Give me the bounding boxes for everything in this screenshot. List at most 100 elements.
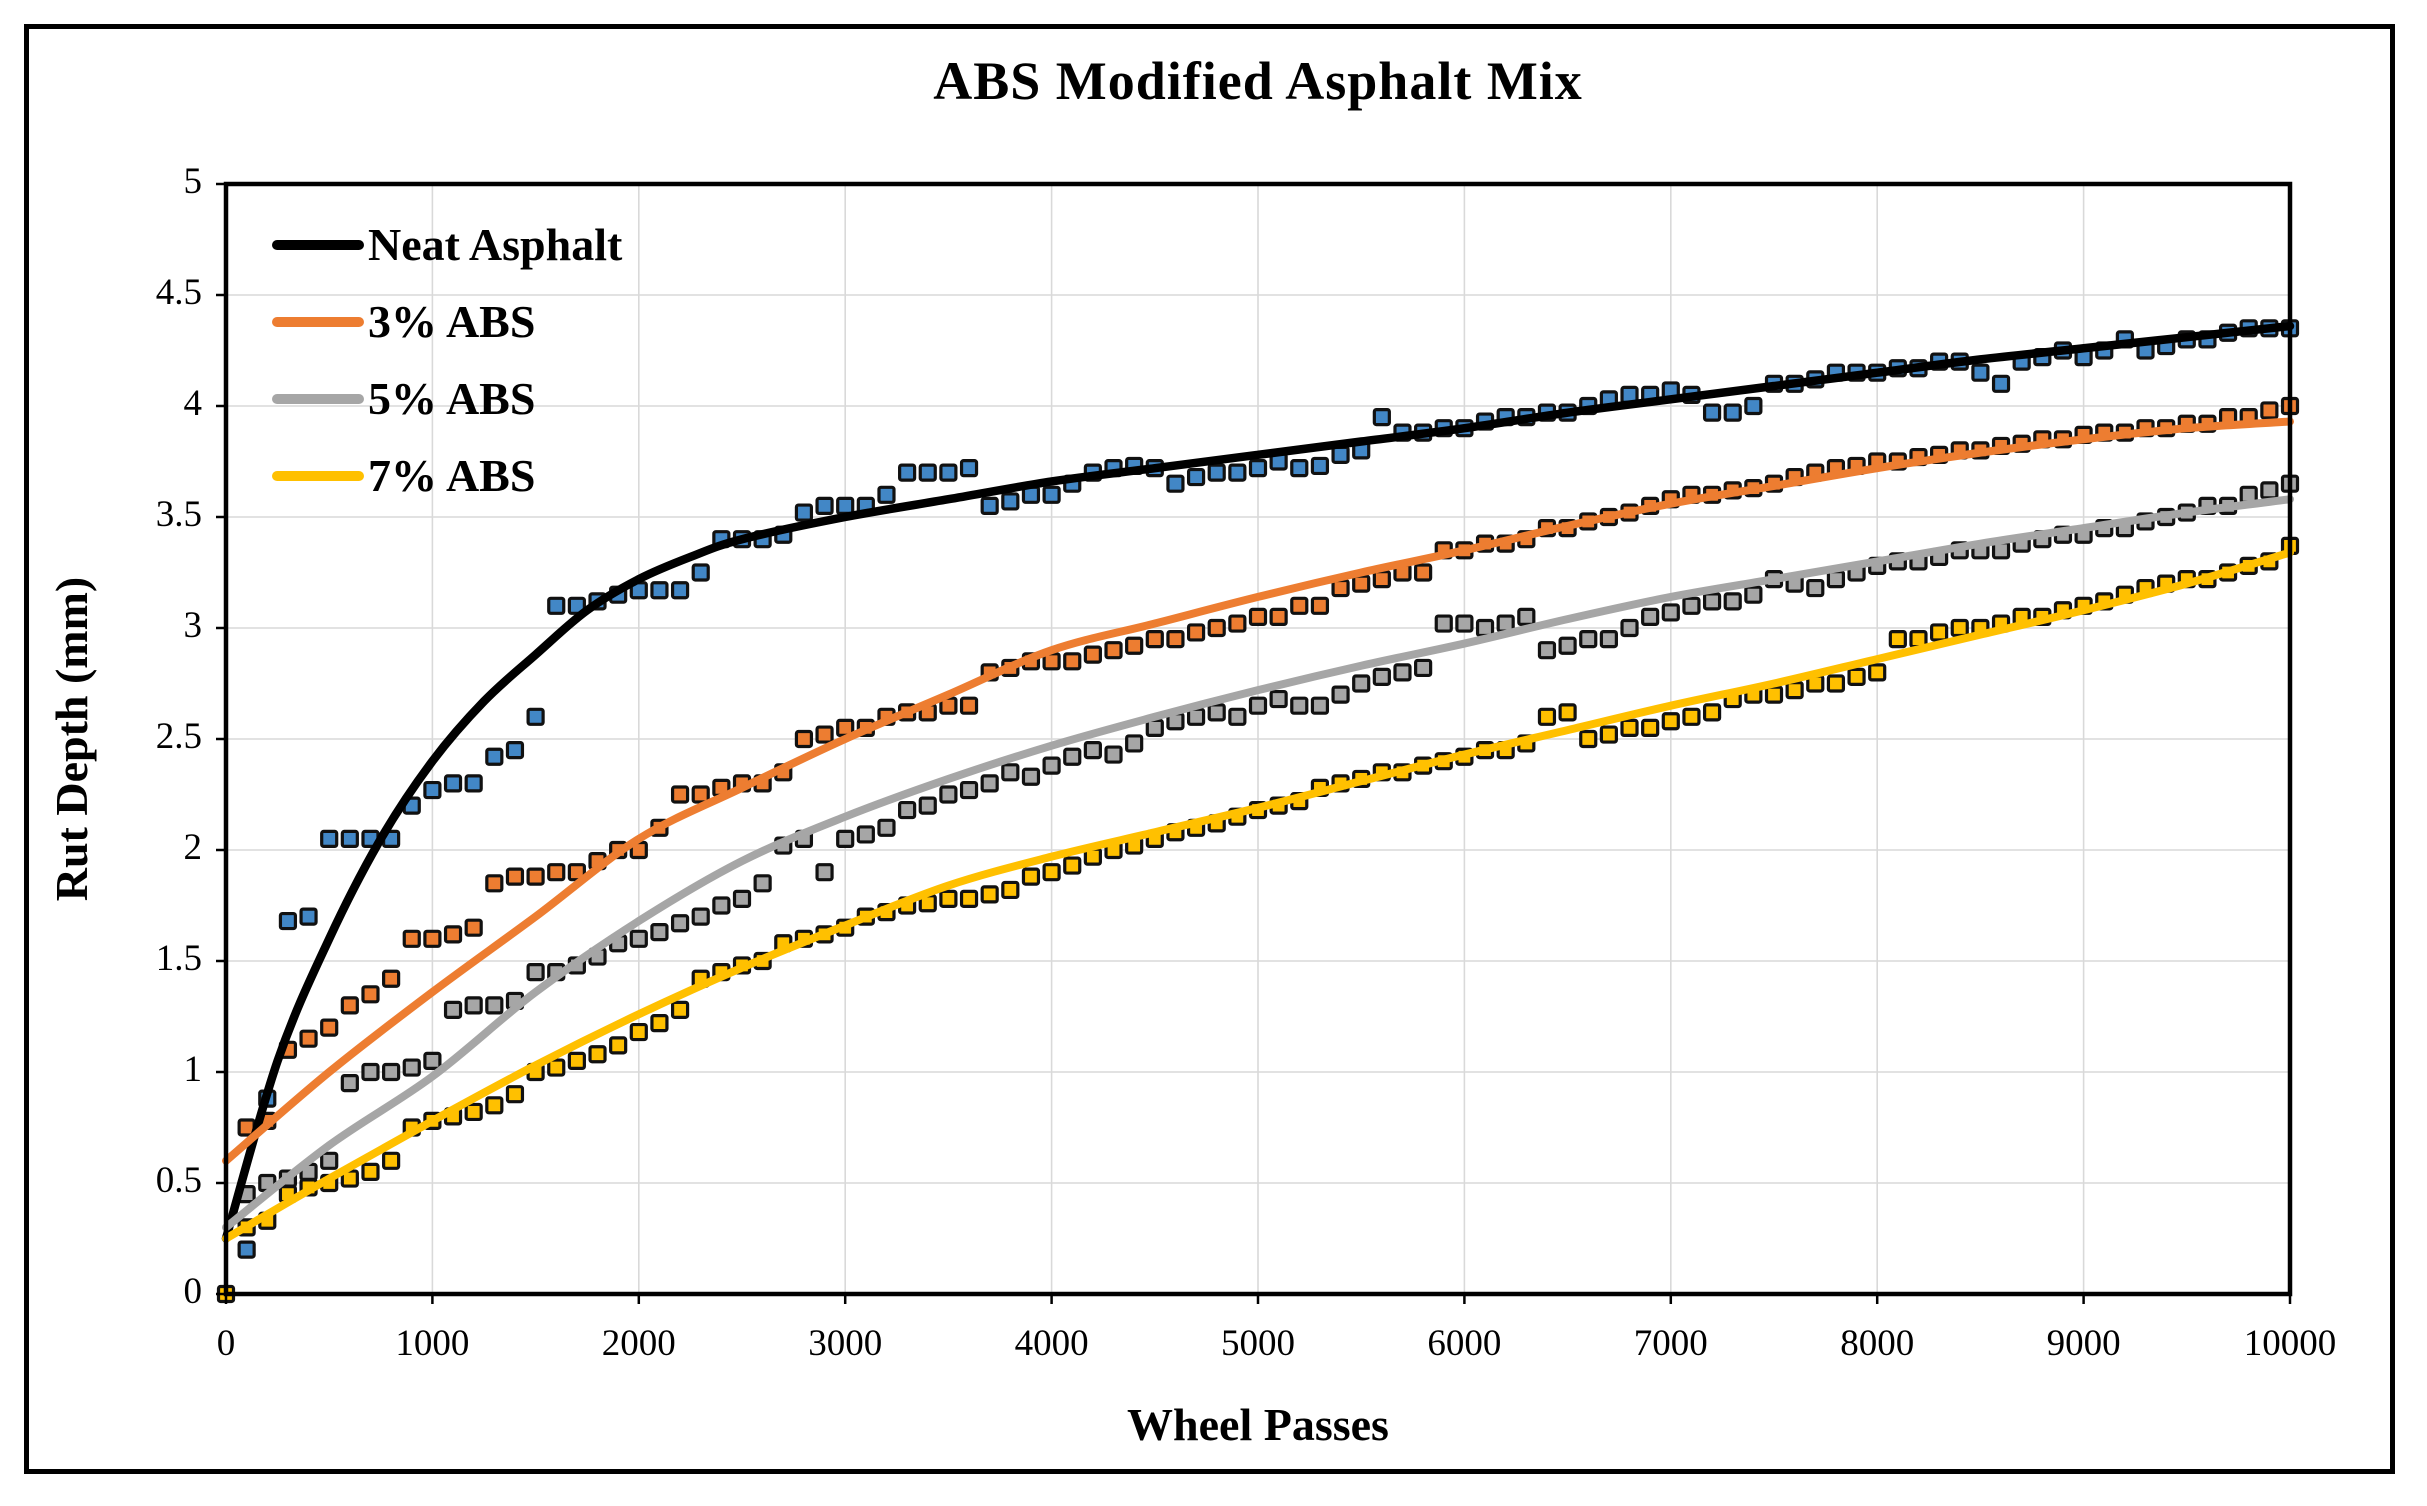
data-point-marker xyxy=(1001,880,1020,900)
data-point-marker xyxy=(1001,763,1020,782)
data-point-marker xyxy=(1517,607,1536,627)
y-tick-label: 1.5 xyxy=(155,938,202,979)
data-point-marker xyxy=(1125,636,1144,655)
data-point-marker xyxy=(1248,607,1268,627)
data-point-marker xyxy=(1083,740,1102,760)
data-point-marker xyxy=(815,496,834,515)
data-point-marker xyxy=(1579,629,1598,649)
data-point-marker xyxy=(877,485,896,504)
data-point-marker xyxy=(1207,618,1226,638)
data-point-marker xyxy=(567,1051,586,1071)
data-point-marker xyxy=(1290,596,1309,615)
data-point-marker xyxy=(856,825,875,844)
data-point-marker xyxy=(1248,696,1268,715)
data-point-marker xyxy=(299,907,318,926)
data-point-marker xyxy=(1125,734,1144,753)
data-point-marker xyxy=(485,1096,504,1115)
data-point-marker xyxy=(485,747,504,766)
data-point-marker xyxy=(691,563,710,582)
data-point-marker xyxy=(836,829,855,849)
data-point-marker xyxy=(1063,856,1082,875)
data-point-marker xyxy=(670,581,690,600)
data-point-marker xyxy=(526,707,545,726)
data-point-marker xyxy=(1269,607,1288,627)
data-point-marker xyxy=(423,1051,442,1071)
data-point-marker xyxy=(1331,578,1350,598)
data-point-marker xyxy=(1372,570,1391,589)
x-tick-label: 6000 xyxy=(1427,1323,1502,1364)
data-point-marker xyxy=(485,874,504,893)
data-point-marker xyxy=(1352,574,1371,593)
data-point-marker xyxy=(1331,685,1350,704)
data-point-marker xyxy=(237,1240,256,1259)
data-point-marker xyxy=(650,923,669,942)
data-point-marker xyxy=(1207,463,1226,482)
data-point-marker xyxy=(1414,658,1433,678)
data-point-marker xyxy=(980,774,999,793)
data-point-marker xyxy=(898,800,917,820)
data-point-marker xyxy=(1702,592,1722,611)
data-point-marker xyxy=(1826,570,1846,589)
data-point-marker xyxy=(1145,629,1164,649)
trend-line-neat-asphalt xyxy=(221,321,2295,1243)
legend: Neat Asphalt 3% ABS 5% ABS 7% ABS xyxy=(272,206,622,514)
legend-label: 7% ABS xyxy=(368,450,536,501)
data-point-marker xyxy=(1063,652,1082,671)
figure-border xyxy=(24,24,2395,1474)
y-tick-label: 3 xyxy=(183,605,203,646)
data-point-marker xyxy=(547,863,566,882)
data-point-marker xyxy=(650,1014,669,1033)
data-point-marker xyxy=(1372,667,1391,686)
data-point-marker xyxy=(1228,463,1247,482)
data-point-marker xyxy=(1207,703,1226,722)
data-point-marker xyxy=(1104,745,1123,764)
data-point-marker xyxy=(1682,596,1701,615)
x-tick-label: 0 xyxy=(216,1323,236,1364)
data-point-marker xyxy=(443,1000,463,1019)
trend-line-7-abs xyxy=(222,548,2294,1243)
legend-line-swatch xyxy=(272,239,364,250)
data-point-marker xyxy=(464,1102,483,1122)
data-point-marker xyxy=(980,885,999,904)
data-point-marker xyxy=(1248,459,1268,478)
data-point-marker xyxy=(918,796,937,815)
x-tick-label: 10000 xyxy=(2243,1323,2337,1364)
data-point-marker xyxy=(340,829,359,849)
data-point-marker xyxy=(1414,563,1433,582)
data-point-marker xyxy=(320,1018,339,1037)
data-point-marker xyxy=(939,889,958,908)
data-point-marker xyxy=(670,914,690,933)
data-point-marker xyxy=(1661,712,1680,731)
legend-line-swatch xyxy=(272,316,364,327)
data-point-marker xyxy=(588,1045,607,1064)
data-point-marker xyxy=(361,1162,380,1182)
data-point-marker xyxy=(340,996,359,1015)
data-point-marker xyxy=(1599,629,1618,649)
data-point-marker xyxy=(691,785,710,804)
data-point-marker xyxy=(1352,674,1371,693)
data-point-marker xyxy=(1537,707,1557,726)
data-point-marker xyxy=(1702,703,1722,722)
data-point-marker xyxy=(1186,623,1206,642)
y-tick-label: 0 xyxy=(183,1271,203,1312)
data-point-marker xyxy=(443,774,463,793)
y-tick-label: 3.5 xyxy=(155,494,202,535)
data-point-marker xyxy=(1475,618,1495,638)
data-point-marker xyxy=(939,785,958,804)
x-tick-label: 7000 xyxy=(1633,1323,1708,1364)
data-point-marker xyxy=(670,785,690,804)
data-point-marker xyxy=(1641,718,1660,738)
data-point-marker xyxy=(1744,396,1763,416)
data-point-marker xyxy=(1455,614,1474,633)
data-point-marker xyxy=(2260,401,2279,420)
y-tick-label: 2 xyxy=(183,827,203,868)
data-point-marker xyxy=(402,929,421,948)
legend-item-7-abs: 7% ABS xyxy=(272,437,622,514)
data-point-marker xyxy=(485,996,504,1015)
data-point-marker xyxy=(299,1029,318,1048)
data-point-marker xyxy=(547,596,566,615)
data-point-marker xyxy=(382,1151,401,1170)
data-point-marker xyxy=(1930,623,1949,642)
legend-item-neat-asphalt: Neat Asphalt xyxy=(272,206,622,283)
data-point-marker xyxy=(898,463,917,482)
